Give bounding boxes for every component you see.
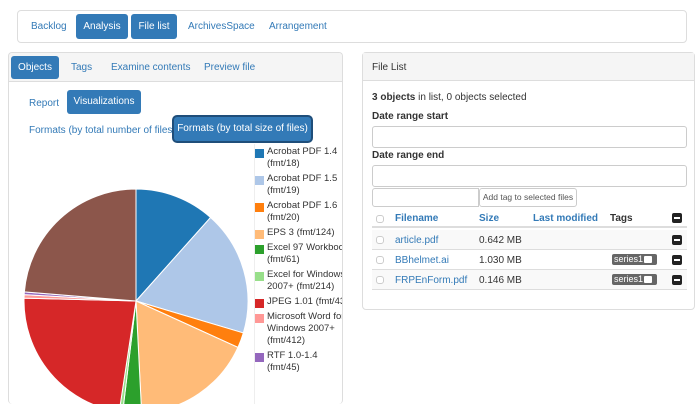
nav-tab[interactable]: Analysis bbox=[76, 14, 128, 39]
summary: 3 objects in list, 0 objects selected bbox=[372, 92, 527, 103]
legend-label: Acrobat PDF 1.5 (fmt/19) bbox=[267, 173, 338, 196]
date-input[interactable] bbox=[372, 126, 687, 148]
legend-label: JPEG 1.01 (fmt/43) bbox=[267, 296, 342, 307]
checkbox[interactable] bbox=[376, 256, 384, 264]
panel-header bbox=[9, 53, 342, 82]
label: Date range end bbox=[372, 150, 445, 161]
table-header bbox=[372, 208, 687, 228]
panel-header bbox=[363, 53, 694, 81]
table: Filename Size Last modified Tags article… bbox=[372, 208, 687, 290]
legend-item: Acrobat PDF 1.6 (fmt/20) bbox=[255, 200, 342, 224]
remove-icon[interactable] bbox=[672, 255, 682, 265]
checkbox[interactable] bbox=[376, 236, 384, 244]
legend-label: Acrobat PDF 1.4 (fmt/18) bbox=[267, 146, 338, 169]
nav-tab[interactable]: File list bbox=[131, 14, 177, 39]
right-panel: File List 3 objects in list, 0 objects s… bbox=[362, 52, 695, 310]
legend-item: Microsoft Word for Windows 2007+ (fmt/41… bbox=[255, 311, 342, 347]
tab[interactable]: Examine contents bbox=[111, 62, 191, 73]
size: 0.642 MB bbox=[479, 235, 522, 246]
pie-slice bbox=[135, 300, 239, 404]
tag-remove[interactable] bbox=[644, 276, 652, 283]
legend-swatch bbox=[255, 203, 264, 212]
legend-swatch bbox=[255, 176, 264, 185]
tag-remove[interactable] bbox=[644, 256, 652, 263]
legend-label: Excel 97 Workbook (fmt/61) bbox=[267, 242, 342, 265]
table-row bbox=[372, 270, 687, 290]
remove-icon[interactable] bbox=[672, 275, 682, 285]
summary-text: in list, 0 objects selected bbox=[418, 92, 527, 103]
column-header[interactable]: Filename bbox=[395, 213, 439, 224]
tag-input[interactable] bbox=[372, 188, 479, 207]
tag-badge: series1 bbox=[612, 254, 658, 265]
label: Date range start bbox=[372, 111, 449, 122]
count: 3 objects bbox=[372, 92, 416, 103]
tab[interactable]: Tags bbox=[71, 62, 93, 73]
chart-option[interactable]: Formats (by total number of files) bbox=[29, 125, 176, 136]
filename[interactable]: FRPEnForm.pdf bbox=[395, 275, 468, 286]
legend-item: EPS 3 (fmt/124) bbox=[255, 227, 342, 239]
nav-tab[interactable]: Arrangement bbox=[269, 21, 327, 32]
legend: Acrobat PDF 1.4 (fmt/18) Acrobat PDF 1.5 … bbox=[254, 144, 342, 404]
remove-icon[interactable] bbox=[672, 235, 682, 245]
date-input[interactable] bbox=[372, 165, 687, 187]
tag-badge: series1 bbox=[612, 274, 658, 285]
legend-swatch bbox=[255, 230, 264, 239]
nav-tab[interactable]: Backlog bbox=[31, 21, 67, 32]
filename[interactable]: article.pdf bbox=[395, 235, 439, 246]
pie-slice bbox=[123, 300, 142, 404]
legend-item: JPEG 1.01 (fmt/43) bbox=[255, 296, 342, 308]
legend-label: Excel for Windows 2007+ (fmt/214) bbox=[267, 269, 342, 292]
nav-bar: Backlog Analysis File list ArchivesSpace… bbox=[17, 10, 687, 43]
nav-tab[interactable]: ArchivesSpace bbox=[188, 21, 255, 32]
panel-title: File List bbox=[372, 62, 407, 73]
checkbox[interactable] bbox=[376, 215, 384, 223]
chart-option[interactable]: Formats (by total size of files) bbox=[174, 117, 311, 141]
size: 0.146 MB bbox=[479, 275, 522, 286]
table-row bbox=[372, 250, 687, 270]
tab[interactable]: Preview file bbox=[204, 62, 256, 73]
filename[interactable]: BBhelmet.ai bbox=[395, 255, 449, 266]
checkbox[interactable] bbox=[376, 276, 384, 284]
pie-slice bbox=[135, 188, 212, 303]
legend-swatch bbox=[255, 299, 264, 308]
legend-label: RTF 1.0-1.4 (fmt/45) bbox=[267, 350, 318, 373]
legend-item: Acrobat PDF 1.5 (fmt/19) bbox=[255, 173, 342, 197]
legend-label: Acrobat PDF 1.6 (fmt/20) bbox=[267, 200, 338, 223]
table-row bbox=[372, 230, 687, 250]
left-panel: Objects Tags Examine contents Preview fi… bbox=[8, 52, 343, 404]
subtab[interactable]: Visualizations bbox=[67, 90, 141, 114]
legend-label: EPS 3 (fmt/124) bbox=[267, 227, 335, 238]
legend-item: Excel 97 Workbook (fmt/61) bbox=[255, 242, 342, 266]
legend-swatch bbox=[255, 314, 264, 323]
legend-swatch bbox=[255, 245, 264, 254]
pie-slice bbox=[23, 188, 137, 302]
add-tag-button[interactable]: Add tag to selected files bbox=[479, 188, 577, 207]
legend-swatch bbox=[255, 272, 264, 281]
column-header[interactable]: Size bbox=[479, 213, 500, 224]
legend-swatch bbox=[255, 353, 264, 362]
column-header[interactable]: Last modified bbox=[533, 213, 599, 224]
legend-swatch bbox=[255, 149, 264, 158]
remove-icon[interactable] bbox=[672, 213, 682, 223]
size: 1.030 MB bbox=[479, 255, 522, 266]
column-header: Tags bbox=[610, 213, 633, 224]
pie-chart bbox=[23, 188, 249, 404]
legend-item: RTF 1.0-1.4 (fmt/45) bbox=[255, 350, 342, 374]
pie-slice bbox=[23, 297, 137, 404]
subtab[interactable]: Report bbox=[29, 98, 60, 109]
pie-slice bbox=[135, 216, 249, 334]
legend-item: Excel for Windows 2007+ (fmt/214) bbox=[255, 269, 342, 293]
tab[interactable]: Objects bbox=[11, 56, 59, 79]
legend-item: Acrobat PDF 1.4 (fmt/18) bbox=[255, 146, 342, 170]
legend-label: Microsoft Word for Windows 2007+ (fmt/41… bbox=[267, 311, 342, 346]
